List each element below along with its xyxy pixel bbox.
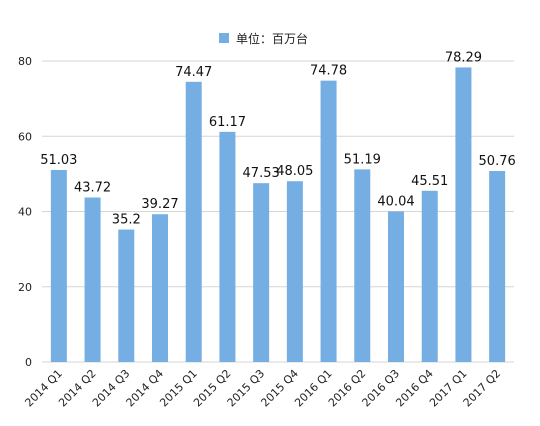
legend-swatch <box>219 33 229 43</box>
bar-value-label: 50.76 <box>479 154 516 169</box>
bar-value-label: 61.17 <box>209 115 246 130</box>
bar <box>286 181 303 362</box>
y-axis: 0 20 40 60 80 <box>18 55 32 369</box>
bar <box>388 211 404 362</box>
bar-value-label: 43.72 <box>74 181 111 196</box>
bar <box>253 183 270 362</box>
bar-value-label: 45.51 <box>411 174 448 189</box>
y-tick-label: 0 <box>25 356 32 369</box>
bar <box>84 197 101 362</box>
bar <box>354 169 371 362</box>
bar-value-label: 39.27 <box>141 197 178 212</box>
bar <box>320 80 337 362</box>
bar <box>489 171 506 362</box>
y-tick-label: 60 <box>18 130 32 143</box>
bar <box>455 67 472 363</box>
x-tick-label: 2017 Q2 <box>461 367 504 410</box>
bar-value-label: 74.78 <box>310 64 347 79</box>
y-tick-label: 80 <box>18 55 32 68</box>
bar-value-label: 35.2 <box>112 213 141 228</box>
y-tick-label: 20 <box>18 281 32 294</box>
legend-label: 单位：百万台 <box>236 31 308 46</box>
bar-value-label: 40.04 <box>377 194 414 209</box>
bar-value-label: 51.19 <box>344 152 381 167</box>
legend: 单位：百万台 <box>219 31 308 46</box>
bars-layer <box>50 67 506 363</box>
bar <box>185 81 202 362</box>
bar <box>50 169 67 362</box>
bar <box>421 190 438 362</box>
bar-value-label: 78.29 <box>445 50 482 65</box>
bar <box>219 131 236 362</box>
grid-layer <box>42 60 514 363</box>
y-tick-label: 40 <box>18 206 32 219</box>
bar-value-label: 51.03 <box>40 153 77 168</box>
bar-value-label: 47.53 <box>243 166 280 181</box>
bar-value-label: 48.05 <box>276 164 313 179</box>
bar <box>118 229 135 362</box>
bar <box>152 214 168 362</box>
bar-value-label: 74.47 <box>175 65 212 80</box>
